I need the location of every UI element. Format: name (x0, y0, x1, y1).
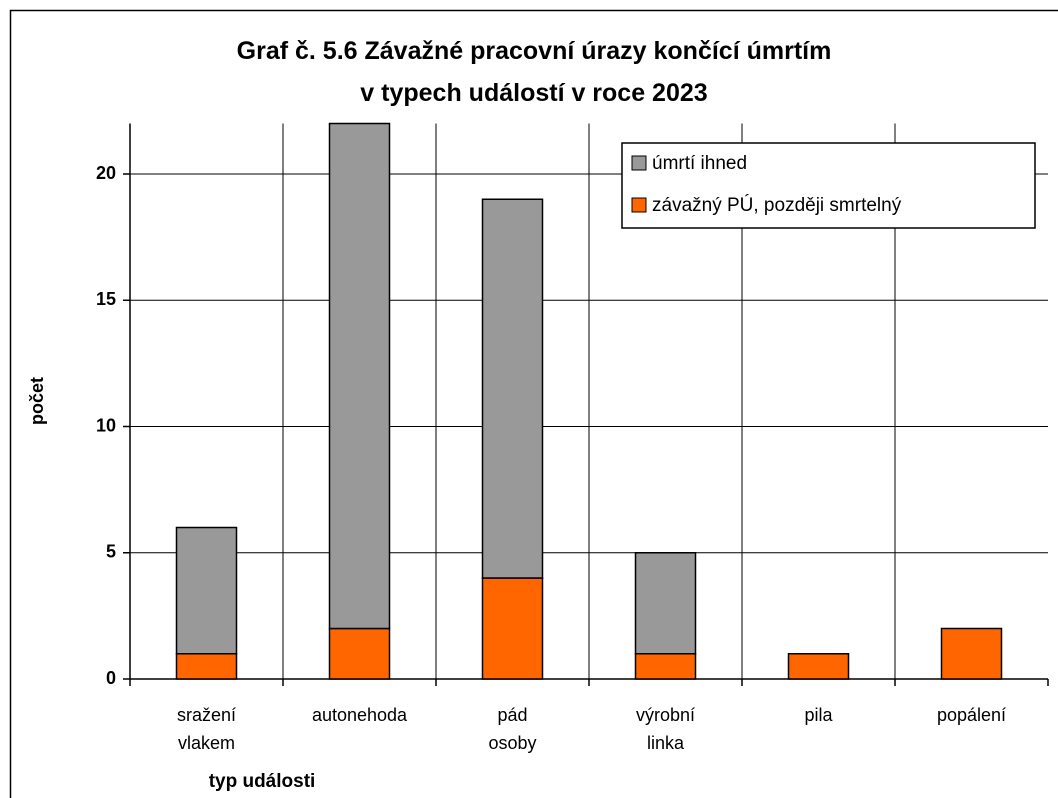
y-tick-label: 0 (106, 668, 116, 688)
legend-label: závažný PÚ, později smrtelný (652, 194, 902, 216)
bar-segment (481, 198, 544, 579)
legend-label: úmrtí ihned (652, 153, 747, 174)
x-tick-label: výrobní linka (635, 705, 696, 753)
x-tick-label: sražení vlakem (176, 705, 237, 753)
bar-segment (481, 577, 544, 680)
chart-title: Graf č. 5.6 Závažné pracovní úrazy končí… (236, 37, 832, 107)
y-tick-label: 5 (106, 542, 116, 562)
y-axis-label: počet (27, 377, 47, 425)
legend-swatch (631, 197, 647, 213)
bar-segment (328, 627, 391, 680)
bar-segment (175, 526, 238, 655)
bar-segment (940, 627, 1003, 680)
bar-segment (175, 653, 238, 680)
bar-segment (634, 552, 697, 655)
bar-segment (634, 653, 697, 680)
legend-box (621, 142, 1036, 229)
x-tick-label: pád osoby (488, 705, 537, 753)
bar-segment (787, 653, 850, 680)
bar-segment (328, 122, 391, 630)
legend-swatch (631, 155, 647, 171)
x-tick-label: pila (804, 705, 833, 725)
y-tick-label: 20 (96, 163, 116, 183)
x-tick-label: autonehoda (311, 705, 408, 725)
y-tick-label: 15 (96, 289, 116, 309)
y-tick-label: 10 (96, 415, 116, 435)
x-tick-label: popálení (936, 705, 1007, 725)
x-axis-label: typ události (209, 771, 316, 792)
